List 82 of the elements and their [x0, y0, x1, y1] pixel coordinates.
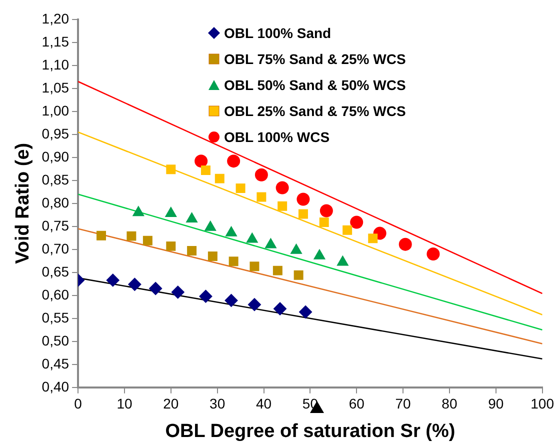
point	[132, 206, 144, 216]
point	[319, 218, 329, 228]
point	[272, 266, 282, 276]
y-tick-label: 1,20	[42, 10, 70, 26]
point	[336, 256, 348, 266]
y-tick-label: 0,85	[42, 171, 70, 188]
point	[149, 282, 162, 295]
point	[294, 270, 304, 280]
point	[106, 274, 120, 287]
point	[299, 305, 312, 318]
point	[199, 290, 212, 303]
x-tick-label: 10	[116, 396, 132, 412]
x-tick-label: 60	[348, 396, 365, 412]
point	[296, 192, 310, 206]
y-tick-label: 0,90	[42, 148, 70, 164]
point	[265, 238, 276, 248]
point	[227, 154, 240, 168]
point	[142, 236, 152, 246]
point	[208, 252, 218, 262]
point	[194, 154, 208, 168]
y-tick-label: 0,95	[42, 125, 70, 142]
point	[368, 234, 378, 244]
point	[290, 244, 302, 254]
x-tick-label: 30	[210, 396, 226, 412]
x-tick-label: 70	[395, 396, 412, 412]
x-tick-label: 100	[530, 396, 554, 412]
point	[171, 286, 184, 299]
point	[314, 249, 326, 260]
y-tick-label: 0,45	[42, 355, 70, 372]
point	[398, 238, 412, 251]
point	[214, 174, 224, 184]
point	[426, 248, 440, 260]
y-tick-label: 0,65	[42, 263, 70, 280]
x-axis-title: OBL Degree of saturation Sr (%)	[165, 420, 456, 442]
y-tick-label: 1,05	[42, 79, 70, 96]
point	[276, 181, 289, 194]
y-tick-label: 1,15	[42, 33, 70, 50]
point	[187, 246, 197, 256]
legend-label: OBL 25% Sand & 75% WCS	[224, 103, 406, 119]
y-tick-label: 0,60	[42, 286, 70, 302]
y-tick-label: 1,10	[42, 56, 70, 72]
point	[256, 192, 266, 202]
point	[254, 168, 268, 182]
point	[228, 256, 238, 266]
y-tick-label: 0,40	[42, 378, 70, 394]
point	[126, 231, 136, 241]
point	[278, 201, 288, 211]
y-tick-label: 1,00	[42, 102, 70, 118]
y-tick-label: 0,70	[42, 240, 70, 256]
point	[350, 216, 364, 229]
x-tick-label: 40	[256, 396, 272, 412]
point	[200, 166, 210, 176]
legend-label: OBL 100% WCS	[224, 129, 330, 145]
legend-label: OBL 50% Sand & 50% WCS	[224, 77, 406, 93]
y-tick-label: 0,75	[42, 217, 70, 234]
point	[224, 294, 238, 307]
legend-label: OBL 100% Sand	[224, 25, 332, 41]
y-tick-label: 0,55	[42, 309, 70, 326]
x-tick-label: 20	[163, 396, 179, 412]
point	[186, 212, 198, 223]
point	[236, 183, 246, 193]
x-tick-label: 0	[74, 396, 82, 412]
point	[250, 262, 260, 272]
y-tick-label: 0,80	[42, 194, 70, 210]
point	[248, 298, 261, 312]
point	[320, 204, 333, 218]
point	[342, 225, 352, 235]
point	[128, 278, 142, 291]
point	[96, 230, 106, 240]
point	[166, 241, 176, 251]
point	[274, 302, 287, 316]
point	[246, 232, 258, 243]
point	[204, 220, 216, 231]
point	[298, 209, 308, 219]
point	[226, 226, 237, 236]
legend-label: OBL 75% Sand & 25% WCS	[224, 51, 406, 67]
x-tick-label: 90	[488, 396, 504, 412]
point	[165, 207, 177, 218]
y-axis-title: Void Ratio (e)	[12, 142, 34, 264]
x-tick-label: 80	[442, 396, 458, 412]
point	[166, 164, 176, 174]
y-tick-label: 0,50	[42, 332, 70, 348]
